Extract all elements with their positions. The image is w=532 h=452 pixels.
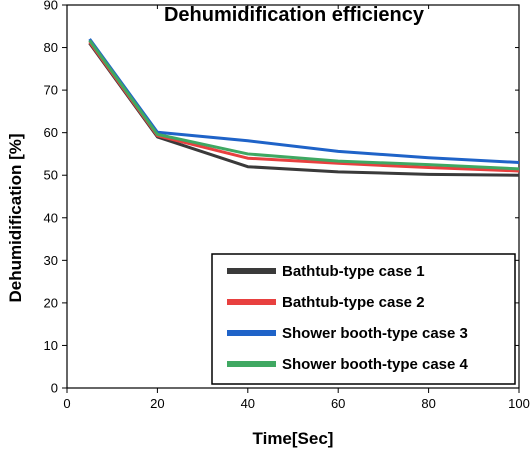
x-tick-label: 100 (508, 396, 530, 411)
plot-frame (66, 4, 520, 389)
legend-label-3: Shower booth-type case 3 (282, 325, 468, 342)
y-tick-label: 0 (51, 381, 58, 396)
series-line-1 (88, 42, 520, 177)
legend-label-1: Bathtub-type case 1 (282, 263, 425, 280)
y-tick-label: 10 (44, 338, 58, 353)
x-tick-label: 40 (241, 396, 255, 411)
y-tick-label: 70 (44, 83, 58, 98)
y-axis-label: Dehumidification [%] (6, 133, 25, 302)
y-tick-label: 40 (44, 210, 58, 225)
legend: Bathtub-type case 1 Bathtub-type case 2 Sh… (211, 253, 516, 385)
y-tick-label: 80 (44, 40, 58, 55)
x-tick-label: 0 (63, 396, 70, 411)
plot-border (66, 4, 520, 389)
legend-label-2: Bathtub-type case 2 (282, 294, 425, 311)
y-tick-label: 90 (44, 0, 58, 13)
series-lines (88, 38, 520, 177)
legend-label-4: Shower booth-type case 4 (282, 356, 469, 373)
x-tick-label: 60 (331, 396, 345, 411)
x-tick-label: 80 (421, 396, 435, 411)
y-tick-label: 30 (44, 253, 58, 268)
y-tick-label: 50 (44, 168, 58, 183)
y-tick-label: 20 (44, 295, 58, 310)
series-line-2 (88, 41, 520, 173)
y-axis-ticks: 0 10 20 30 40 50 60 70 80 90 (44, 0, 519, 396)
y-tick-label: 60 (44, 125, 58, 140)
chart-title: Dehumidification efficiency (164, 4, 425, 26)
x-axis-ticks: 0 20 40 60 80 100 (63, 5, 530, 411)
series-line-3 (88, 38, 520, 164)
x-axis-label: Time[Sec] (253, 429, 334, 448)
x-tick-label: 20 (150, 396, 164, 411)
series-line-4 (88, 39, 520, 171)
